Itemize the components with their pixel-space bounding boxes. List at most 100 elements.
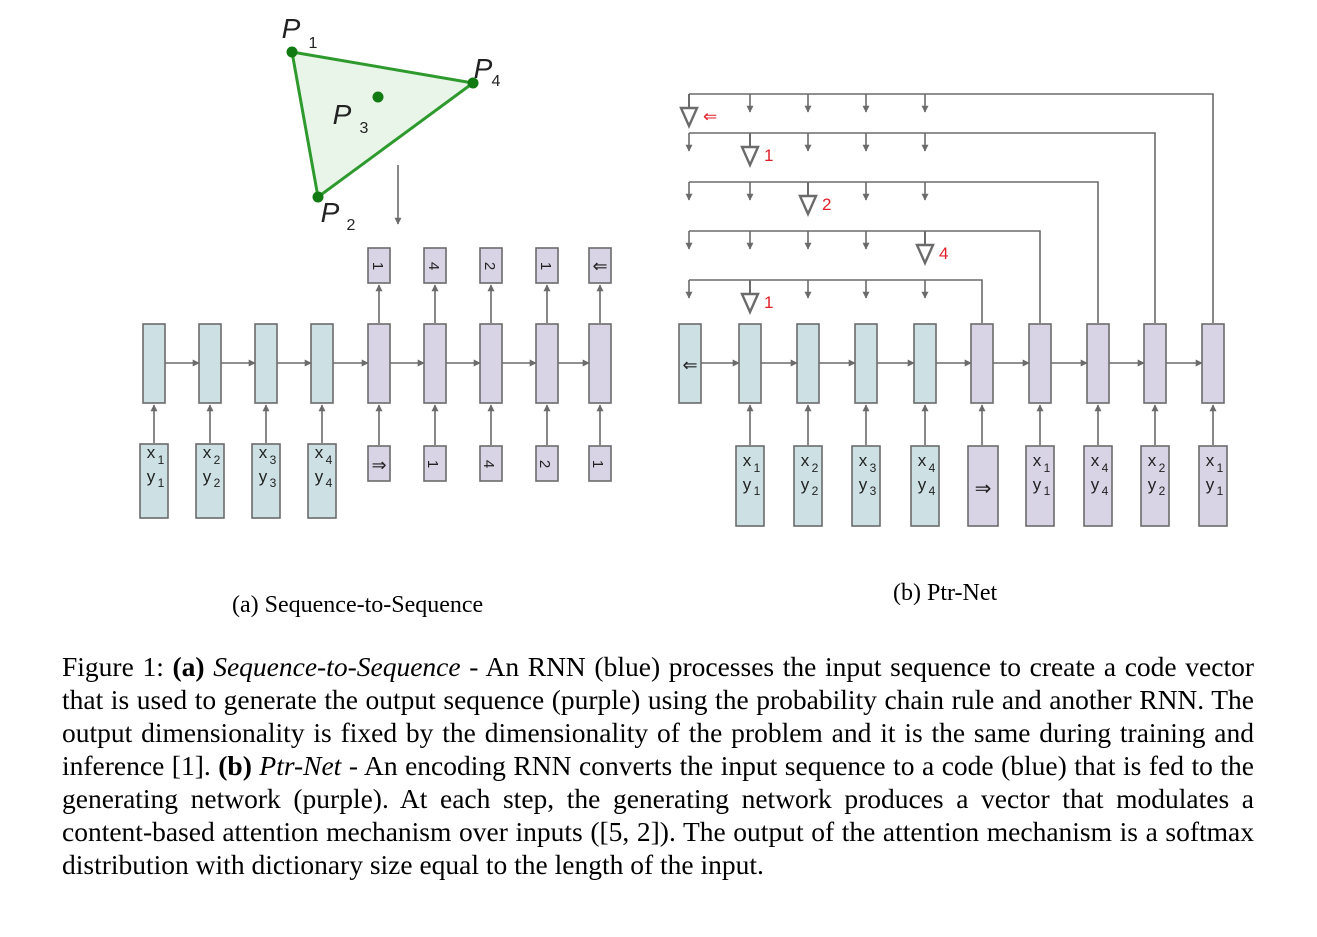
- encoder-input-xy: x 2y 2: [203, 443, 221, 490]
- x-subscript: 2: [1159, 461, 1166, 475]
- x-variable: x: [918, 451, 927, 470]
- decoder-output-label: 1: [369, 262, 386, 270]
- decoder-input-xy: x 4y 4: [1091, 451, 1109, 498]
- figure-diagram: P 1P 4P 3P 2 x 1y 1x 2y 2x 3y 3x 4y 4⇒ 1 4 2 11 4 2 1 ⇐ ⇐124…: [139, 13, 1228, 527]
- decoder-input-label: 2: [536, 460, 553, 468]
- attention-feed-line: [689, 230, 1041, 323]
- encoder-input-xy: x 3y 3: [259, 443, 277, 490]
- point-label: P: [333, 99, 352, 130]
- attention-feed-line: [689, 132, 1156, 323]
- pointer-label: ⇐: [703, 107, 717, 126]
- y-subscript: 1: [1044, 484, 1051, 498]
- decoder-cell: [970, 323, 994, 404]
- decoder-input-label: 1: [589, 460, 606, 468]
- point-label-subscript: 2: [347, 217, 356, 234]
- caption-b-text: - An encoding RNN converts the input seq…: [62, 750, 1254, 880]
- decoder-output-box: [367, 247, 391, 284]
- encoder-input-box: [307, 443, 337, 519]
- attention-feed-line: [689, 93, 1214, 323]
- decoder-output-box: [423, 247, 447, 284]
- caption-a-text: - An RNN (blue) processes the input sequ…: [62, 651, 1254, 781]
- encoder-input-box: [910, 445, 940, 527]
- x-variable: x: [315, 443, 324, 462]
- y-subscript: 4: [929, 484, 936, 498]
- decoder-input-box: [535, 445, 559, 482]
- decoder-input-box: [479, 445, 503, 482]
- figure-caption: Figure 1: (a) Sequence-to-Sequence - An …: [62, 650, 1254, 881]
- point-marker: [286, 46, 298, 58]
- caption-figure-label: Figure 1:: [62, 651, 173, 682]
- x-subscript: 4: [929, 461, 936, 475]
- decoder-cell: [367, 323, 391, 404]
- decoder-output-label: 2: [481, 262, 498, 270]
- encoder-input-xy: x 4y 4: [918, 451, 936, 498]
- decoder-output-label: 1: [537, 262, 554, 270]
- y-variable: y: [1091, 475, 1100, 494]
- pointer-triangle: [915, 243, 935, 266]
- point-marker: [372, 91, 384, 103]
- y-variable: y: [147, 467, 156, 486]
- decoder-output-box: [588, 247, 612, 284]
- decoder-input-box: [1198, 445, 1228, 527]
- y-variable: y: [1148, 475, 1157, 494]
- point-label-subscript: 4: [492, 73, 501, 90]
- decoder-input-box: [1083, 445, 1113, 527]
- encoder-input-xy: x 2y 2: [801, 451, 819, 498]
- hull-polygon: [290, 50, 477, 200]
- y-subscript: 1: [1217, 484, 1224, 498]
- caption-a-name: Sequence-to-Sequence: [213, 651, 461, 682]
- attention-feed-line: [689, 279, 983, 323]
- decoder-input-label: 4: [480, 460, 497, 468]
- go-symbol: ⇒: [975, 478, 992, 500]
- decoder-cell: [1028, 323, 1052, 404]
- decoder-cell: [479, 323, 503, 404]
- decoder-cell: [1086, 323, 1110, 404]
- decoder-input-box: [1140, 445, 1170, 527]
- subcaption-b: (b) Ptr-Net: [893, 580, 998, 606]
- decoder-input-xy: x 2y 2: [1148, 451, 1166, 498]
- seq2seq-diagram: x 1y 1x 2y 2x 3y 3x 4y 4⇒ 1 4 2 11 4 2 1 ⇐: [139, 247, 612, 519]
- encoder-input-xy: x 1y 1: [743, 451, 761, 498]
- decoder-input-label: ⇒: [371, 455, 386, 475]
- y-variable: y: [259, 467, 268, 486]
- subcaption-a: (a) Sequence-to-Sequence: [232, 592, 484, 618]
- x-variable: x: [743, 451, 752, 470]
- y-subscript: 1: [158, 476, 165, 490]
- x-variable: x: [859, 451, 868, 470]
- decoder-input-xy: x 1y 1: [1033, 451, 1051, 498]
- encoder-input-xy: x 1y 1: [147, 443, 165, 490]
- decoder-cell: [423, 323, 447, 404]
- y-variable: y: [859, 475, 868, 494]
- y-variable: y: [918, 475, 927, 494]
- decoder-cell: [535, 323, 559, 404]
- encoder-cell: [198, 323, 222, 404]
- y-variable: y: [801, 475, 810, 494]
- x-subscript: 3: [270, 453, 277, 467]
- caption-a-label: (a): [172, 651, 205, 682]
- decoder-output-label: 4: [425, 262, 442, 270]
- y-subscript: 3: [870, 484, 877, 498]
- decoder-input-box: [1025, 445, 1055, 527]
- decoder-input-box: [588, 445, 612, 482]
- pointer-triangle: [798, 194, 818, 217]
- y-variable: y: [1033, 475, 1042, 494]
- encoder-cell: [142, 323, 166, 404]
- point-label-subscript: 1: [309, 35, 318, 52]
- y-subscript: 1: [754, 484, 761, 498]
- x-subscript: 1: [1044, 461, 1051, 475]
- x-variable: x: [1091, 451, 1100, 470]
- encoder-cell: [254, 323, 278, 404]
- y-variable: y: [1206, 475, 1215, 494]
- y-subscript: 2: [214, 476, 221, 490]
- encoder-input-box: [251, 443, 281, 519]
- y-subscript: 2: [1159, 484, 1166, 498]
- y-subscript: 4: [1102, 484, 1109, 498]
- pointer-label: 1: [764, 146, 773, 165]
- decoder-output-box: [535, 247, 559, 284]
- pointer-triangle: [679, 106, 699, 129]
- point-marker: [467, 77, 479, 89]
- encoder-cell: [913, 323, 937, 404]
- caption-b-name: Ptr-Net: [259, 750, 342, 781]
- x-subscript: 1: [1217, 461, 1224, 475]
